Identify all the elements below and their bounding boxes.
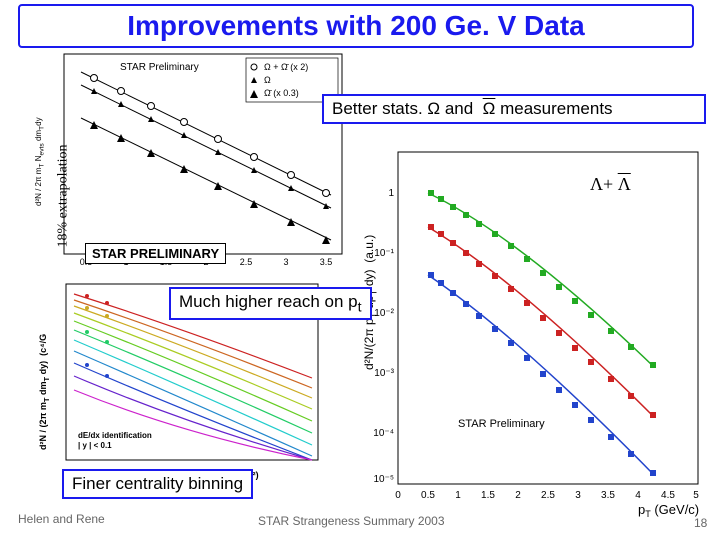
svg-text:10⁻⁴: 10⁻⁴ [373, 428, 394, 439]
callout-better-stats: Better stats. Ω and Ω measurements [322, 94, 706, 124]
star-prelim-box: STAR PRELIMINARY [85, 243, 226, 264]
svg-text:3.5: 3.5 [320, 257, 333, 267]
svg-text:Ω̄ (x 0.3): Ω̄ (x 0.3) [264, 88, 299, 98]
title-box: Improvements with 200 Ge. V Data [18, 4, 694, 48]
svg-text:4: 4 [635, 490, 641, 501]
svg-text:dE/dx identification: dE/dx identification [78, 431, 152, 440]
extrapolation-label: 18% extrapolation [56, 144, 72, 247]
svg-text:3: 3 [575, 490, 581, 501]
higher-reach-text: Much higher reach on p [179, 292, 358, 311]
plot1-ylabel: d²N / 2π mT Nevts dmTdy [34, 117, 46, 206]
plot2-ylabel: d²N / (2π mT dmT dy) (c⁴/G [38, 334, 51, 450]
svg-text:2.5: 2.5 [240, 257, 253, 267]
svg-text:1: 1 [388, 188, 394, 199]
plot-lambda-pt: 1 10⁻¹ 10⁻² 10⁻³ 10⁻⁴ 10⁻⁵ 00.51 1.522.5… [358, 146, 710, 518]
footer-left: Helen and Rene [18, 512, 105, 526]
svg-text:1.5: 1.5 [481, 490, 495, 501]
page-title: Improvements with 200 Ge. V Data [127, 10, 585, 41]
footer-page-number: 18 [694, 516, 707, 530]
svg-text:0: 0 [395, 490, 401, 501]
svg-text:| y | < 0.1: | y | < 0.1 [78, 441, 112, 450]
svg-text:10⁻⁵: 10⁻⁵ [373, 474, 394, 485]
callout-finer-binning: Finer centrality binning [62, 469, 253, 499]
svg-text:3: 3 [283, 257, 288, 267]
plot-omega-spectra: Ω + Ω̄ (x 2) Ω Ω̄ (x 0.3) 0.511.5 22.53 … [36, 50, 346, 270]
svg-text:5: 5 [693, 490, 699, 501]
higher-reach-sub: t [358, 299, 362, 315]
lambda-annotation: Λ+ Λ [590, 174, 631, 195]
svg-text:4.5: 4.5 [661, 490, 675, 501]
svg-text:2: 2 [515, 490, 521, 501]
svg-text:1: 1 [455, 490, 461, 501]
callout-higher-reach: Much higher reach on pt [169, 287, 372, 320]
svg-text:2.5: 2.5 [541, 490, 555, 501]
svg-text:Ω: Ω [264, 75, 271, 85]
svg-text:0.5: 0.5 [421, 490, 435, 501]
svg-text:3.5: 3.5 [601, 490, 615, 501]
footer-center: STAR Strangeness Summary 2003 [258, 514, 445, 528]
svg-text:Ω + Ω̄ (x 2): Ω + Ω̄ (x 2) [264, 62, 308, 72]
star-prelim-2: STAR Preliminary [458, 418, 545, 430]
svg-text:pT (GeV/c): pT (GeV/c) [638, 502, 699, 518]
star-prelim-1: STAR Preliminary [120, 62, 199, 73]
